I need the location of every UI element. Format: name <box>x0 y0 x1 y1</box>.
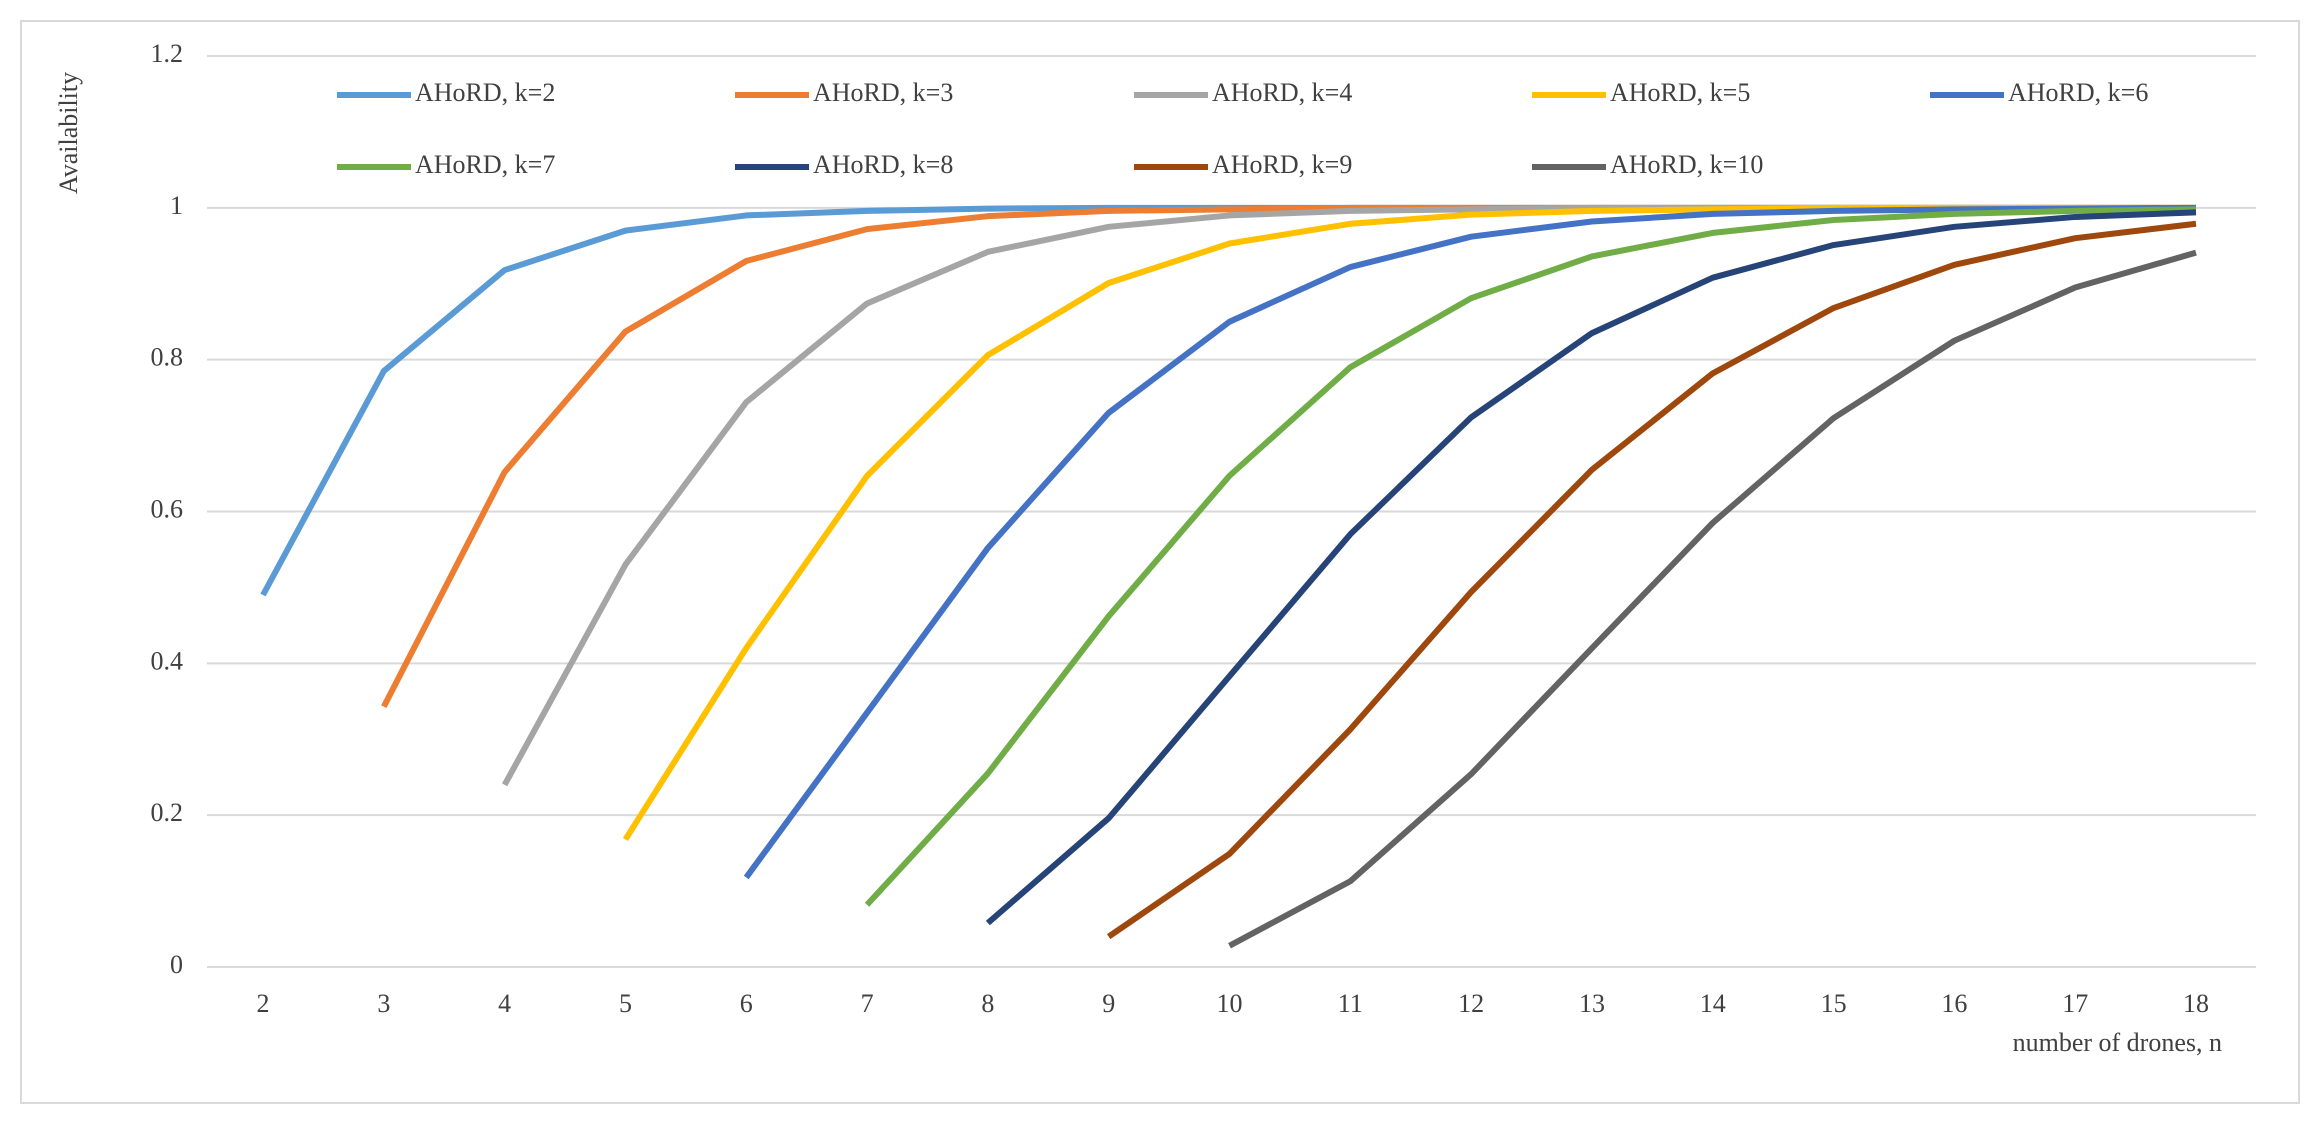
x-tick-label: 7 <box>861 989 874 1018</box>
x-tick-label: 17 <box>2062 989 2088 1018</box>
x-tick-label: 8 <box>981 989 994 1018</box>
y-tick-label: 0.6 <box>151 494 184 523</box>
y-tick-label: 1 <box>170 191 183 220</box>
chart-border <box>20 20 2300 1104</box>
series-line <box>1106 220 2197 940</box>
y-axis-label: Availability <box>54 72 83 194</box>
legend-label: AHoRD, k=10 <box>1610 150 1763 179</box>
x-tick-label: 18 <box>2183 989 2209 1018</box>
legend-label: AHoRD, k=6 <box>2008 78 2148 107</box>
x-tick-label: 2 <box>257 989 270 1018</box>
y-tick-label: 0.8 <box>151 343 184 372</box>
x-tick-label: 12 <box>1458 989 1484 1018</box>
x-axis-label: number of drones, n <box>2013 1028 2222 1057</box>
legend-label: AHoRD, k=5 <box>1610 78 1750 107</box>
series-line <box>1228 249 2197 949</box>
x-tick-label: 4 <box>498 989 511 1018</box>
x-tick-label: 14 <box>1700 989 1726 1018</box>
x-tick-label: 9 <box>1102 989 1115 1018</box>
legend-label: AHoRD, k=8 <box>813 150 953 179</box>
x-tick-label: 13 <box>1579 989 1605 1018</box>
x-tick-label: 10 <box>1217 989 1243 1018</box>
y-tick-label: 0 <box>170 950 183 979</box>
x-tick-label: 5 <box>619 989 632 1018</box>
series-line <box>985 209 2197 926</box>
y-tick-label: 0.2 <box>151 798 184 827</box>
y-tick-label: 0.4 <box>151 646 184 675</box>
legend-label: AHoRD, k=4 <box>1212 78 1352 107</box>
x-tick-label: 15 <box>1821 989 1847 1018</box>
series-line <box>743 204 2197 880</box>
series-line <box>864 206 2197 907</box>
legend-label: AHoRD, k=2 <box>415 78 555 107</box>
legend-label: AHoRD, k=3 <box>813 78 953 107</box>
legend-label: AHoRD, k=9 <box>1212 150 1352 179</box>
legend-label: AHoRD, k=7 <box>415 150 555 179</box>
y-tick-label: 1.2 <box>151 39 184 68</box>
x-tick-label: 11 <box>1338 989 1363 1018</box>
x-tick-label: 3 <box>377 989 390 1018</box>
x-tick-label: 6 <box>740 989 753 1018</box>
x-tick-label: 16 <box>1941 989 1967 1018</box>
